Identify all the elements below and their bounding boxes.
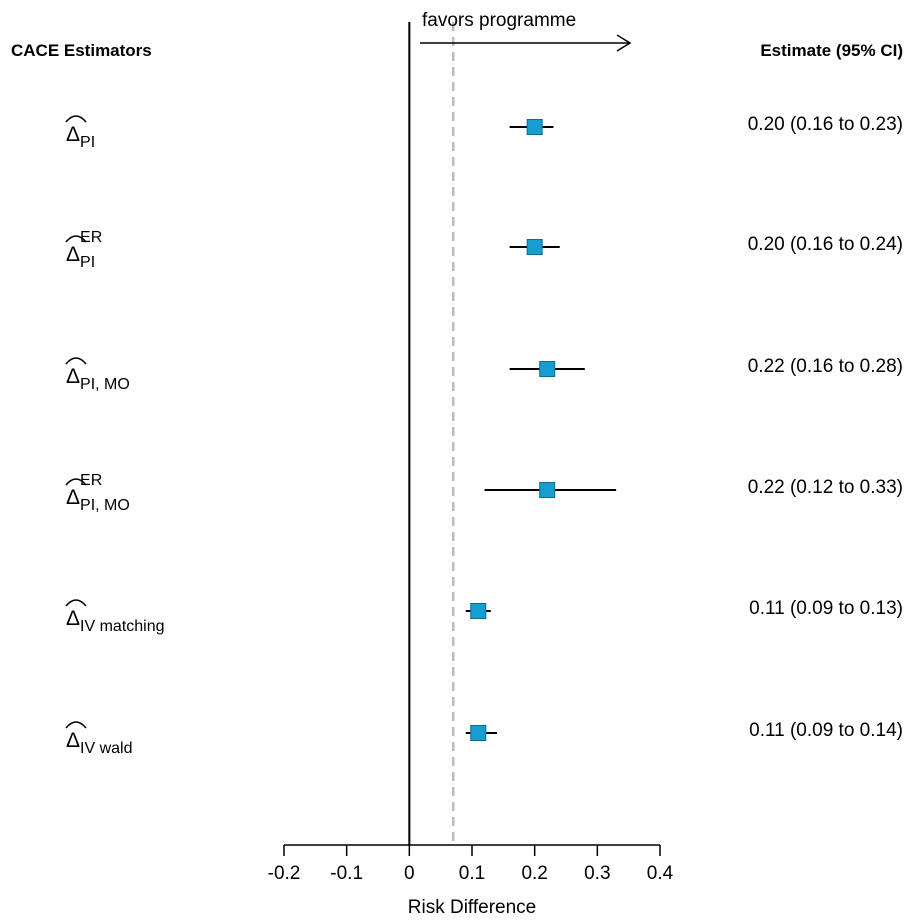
estimate-value: 0.20 (0.16 to 0.24) xyxy=(747,234,903,255)
estimate-header: Estimate (95% CI) xyxy=(760,41,903,60)
estimate-value: 0.22 (0.16 to 0.28) xyxy=(747,356,903,377)
estimator-label: ΔPI, MO xyxy=(65,357,130,393)
estimator-label: ΔPI xyxy=(65,115,95,151)
x-tick-label: -0.2 xyxy=(268,863,301,884)
delta-symbol: Δ xyxy=(66,607,81,630)
hat-icon xyxy=(65,357,87,365)
estimator-label: Δ ER PI xyxy=(65,229,102,271)
estimate-value: 0.11 (0.09 to 0.14) xyxy=(749,720,903,741)
favors-arrow-head xyxy=(616,34,632,52)
delta-symbol: Δ xyxy=(66,243,81,266)
hat-icon xyxy=(65,235,87,243)
estimate-value: 0.22 (0.12 to 0.33) xyxy=(747,477,903,498)
x-tick-label: 0.3 xyxy=(584,863,610,884)
estimator-label: ΔIV matching xyxy=(65,599,165,635)
x-axis-label: Risk Difference xyxy=(408,897,536,918)
hat-icon xyxy=(65,721,87,729)
point-estimate-marker xyxy=(526,239,543,255)
estimator-label: ΔIV wald xyxy=(65,721,133,757)
estimate-value: 0.11 (0.09 to 0.13) xyxy=(749,598,903,619)
label-subscript: IV matching xyxy=(80,618,165,635)
delta-symbol: Δ xyxy=(66,486,81,509)
x-tick-label: 0.1 xyxy=(459,863,485,884)
point-estimate-marker xyxy=(526,119,543,135)
x-tick-label: -0.1 xyxy=(330,863,363,884)
delta-symbol: Δ xyxy=(66,729,81,752)
estimators-header: CACE Estimators xyxy=(11,41,152,60)
label-subscript: PI xyxy=(80,134,96,151)
label-superscript: ER xyxy=(80,229,103,246)
x-tick-label: 0 xyxy=(404,863,415,884)
point-estimate-marker xyxy=(470,725,487,741)
x-tick-label: 0.4 xyxy=(647,863,674,884)
label-superscript: ER xyxy=(80,472,103,489)
estimator-label: Δ ER PI, MO xyxy=(65,472,130,514)
x-tick-label: 0.2 xyxy=(521,863,547,884)
delta-symbol: Δ xyxy=(66,123,81,146)
point-estimate-marker xyxy=(539,361,556,377)
label-subscript: PI, MO xyxy=(80,376,130,393)
hat-icon xyxy=(65,115,87,123)
estimate-value: 0.20 (0.16 to 0.23) xyxy=(747,114,903,135)
label-subscript: IV wald xyxy=(80,740,133,757)
favors-annotation: favors programme xyxy=(422,10,576,31)
delta-symbol: Δ xyxy=(66,365,81,388)
label-subscript: PI xyxy=(80,254,96,271)
hat-icon xyxy=(65,599,87,607)
point-estimate-marker xyxy=(539,482,556,498)
hat-icon xyxy=(65,478,87,486)
label-subscript: PI, MO xyxy=(80,497,130,514)
point-estimate-marker xyxy=(470,603,487,619)
